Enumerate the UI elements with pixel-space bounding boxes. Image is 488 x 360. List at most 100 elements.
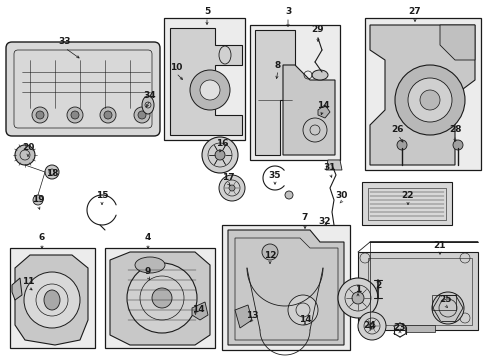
Text: 27: 27 xyxy=(408,8,421,17)
Text: 34: 34 xyxy=(143,90,156,99)
Circle shape xyxy=(219,175,244,201)
Text: 15: 15 xyxy=(96,192,108,201)
Circle shape xyxy=(127,263,197,333)
Bar xyxy=(367,188,445,220)
Text: 7: 7 xyxy=(301,213,307,222)
Circle shape xyxy=(36,111,44,119)
Text: 17: 17 xyxy=(221,174,234,183)
Circle shape xyxy=(407,78,451,122)
Bar xyxy=(367,258,471,325)
Polygon shape xyxy=(12,278,22,300)
Circle shape xyxy=(202,137,238,173)
Circle shape xyxy=(104,111,112,119)
Text: 14: 14 xyxy=(316,100,328,109)
Text: 31: 31 xyxy=(323,163,336,172)
Text: 16: 16 xyxy=(215,139,228,148)
Bar xyxy=(404,325,434,332)
Text: 29: 29 xyxy=(311,26,324,35)
Circle shape xyxy=(452,140,462,150)
Polygon shape xyxy=(235,305,251,328)
Text: 25: 25 xyxy=(438,296,450,305)
Text: 2: 2 xyxy=(374,280,380,289)
Circle shape xyxy=(67,107,83,123)
Circle shape xyxy=(357,312,385,340)
Ellipse shape xyxy=(311,70,327,80)
Circle shape xyxy=(368,323,374,329)
Text: 1: 1 xyxy=(354,285,360,294)
Text: 10: 10 xyxy=(169,63,182,72)
Text: 13: 13 xyxy=(245,310,258,320)
Polygon shape xyxy=(439,25,474,60)
Circle shape xyxy=(134,107,150,123)
Bar xyxy=(163,18,244,140)
Polygon shape xyxy=(254,30,294,155)
Polygon shape xyxy=(192,302,207,320)
Text: 5: 5 xyxy=(203,8,210,17)
Text: 4: 4 xyxy=(144,234,151,243)
Text: 14: 14 xyxy=(298,315,311,324)
Text: 28: 28 xyxy=(448,126,460,135)
Circle shape xyxy=(431,292,463,324)
Text: 35: 35 xyxy=(268,171,281,180)
Circle shape xyxy=(45,165,59,179)
Circle shape xyxy=(419,90,439,110)
Text: 26: 26 xyxy=(391,126,404,135)
Circle shape xyxy=(138,111,146,119)
Text: 21: 21 xyxy=(433,240,446,249)
Polygon shape xyxy=(110,252,209,345)
Circle shape xyxy=(228,185,235,191)
Text: 32: 32 xyxy=(318,217,330,226)
Text: 6: 6 xyxy=(39,234,45,243)
Bar xyxy=(10,248,95,348)
Polygon shape xyxy=(227,230,343,345)
Circle shape xyxy=(287,295,317,325)
Circle shape xyxy=(337,278,377,318)
Bar xyxy=(105,248,215,348)
Polygon shape xyxy=(357,252,477,330)
Circle shape xyxy=(24,272,80,328)
Polygon shape xyxy=(317,105,329,118)
Text: 22: 22 xyxy=(401,192,413,201)
Text: 12: 12 xyxy=(263,251,276,260)
Text: 9: 9 xyxy=(144,267,151,276)
Text: 8: 8 xyxy=(274,60,281,69)
Text: 14: 14 xyxy=(191,306,204,315)
FancyBboxPatch shape xyxy=(6,42,160,136)
Circle shape xyxy=(71,111,79,119)
Polygon shape xyxy=(170,28,242,135)
Ellipse shape xyxy=(142,96,154,114)
Bar xyxy=(222,225,349,350)
Polygon shape xyxy=(369,25,474,165)
Text: 24: 24 xyxy=(363,320,376,329)
Text: 19: 19 xyxy=(32,195,44,204)
Circle shape xyxy=(262,244,278,260)
Ellipse shape xyxy=(135,257,164,273)
Text: 23: 23 xyxy=(393,324,406,333)
Circle shape xyxy=(449,30,473,54)
Polygon shape xyxy=(283,65,334,155)
Text: 20: 20 xyxy=(22,144,34,153)
Circle shape xyxy=(152,288,172,308)
Bar xyxy=(364,18,480,170)
Bar xyxy=(431,295,455,310)
Bar xyxy=(249,25,339,160)
Polygon shape xyxy=(15,255,88,345)
Circle shape xyxy=(396,140,406,150)
Circle shape xyxy=(32,107,48,123)
Circle shape xyxy=(100,107,116,123)
Text: 11: 11 xyxy=(21,278,34,287)
Text: 3: 3 xyxy=(285,8,290,17)
Circle shape xyxy=(200,80,220,100)
Polygon shape xyxy=(325,160,341,170)
Circle shape xyxy=(190,70,229,110)
Text: 30: 30 xyxy=(335,192,347,201)
Bar xyxy=(361,182,451,225)
Text: 33: 33 xyxy=(59,37,71,46)
Circle shape xyxy=(394,65,464,135)
Ellipse shape xyxy=(44,290,60,310)
Text: 18: 18 xyxy=(46,168,58,177)
Circle shape xyxy=(215,150,224,160)
Circle shape xyxy=(33,195,43,205)
Circle shape xyxy=(15,145,35,165)
Circle shape xyxy=(351,292,363,304)
